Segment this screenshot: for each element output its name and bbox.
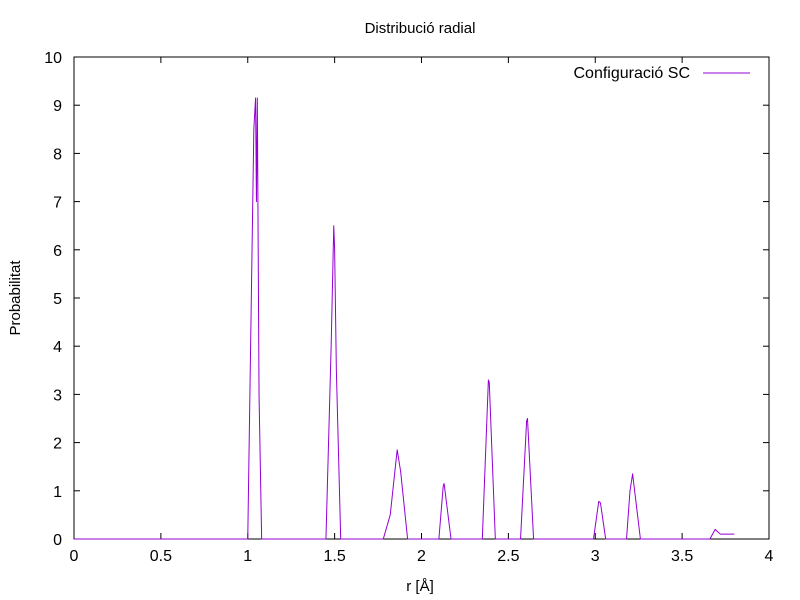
- x-tick-label: 2.5: [497, 548, 519, 565]
- chart-title: Distribució radial: [365, 20, 476, 37]
- x-tick-label: 1: [243, 548, 252, 565]
- plot-area-border: [73, 56, 770, 540]
- legend: Configuració SC: [574, 65, 750, 82]
- y-tick-label: 5: [53, 291, 62, 308]
- x-tick-label: 0.5: [150, 548, 172, 565]
- y-axis-label: Probabilitat: [7, 260, 24, 336]
- y-tick-label: 3: [53, 387, 62, 404]
- y-tick-label: 7: [53, 195, 62, 212]
- x-tick-label: 0: [70, 548, 79, 565]
- y-tick-label: 0: [53, 532, 62, 549]
- y-tick-label: 9: [53, 98, 62, 115]
- x-axis: 0 0.5 1 1.5 2 2.5 3 3.5 4: [70, 57, 774, 565]
- y-tick-label: 6: [53, 243, 62, 260]
- y-tick-label: 8: [53, 146, 62, 163]
- y-axis: 0 1 2 3 4 5 6 7 8 9 10: [44, 50, 769, 549]
- x-tick-label: 3: [591, 548, 600, 565]
- series-layer: [74, 97, 735, 540]
- legend-label: Configuració SC: [574, 65, 691, 82]
- x-tick-label: 4: [765, 548, 774, 565]
- x-tick-label: 2: [417, 548, 426, 565]
- x-axis-label: r [Å]: [406, 578, 434, 595]
- series-line: [74, 97, 735, 540]
- x-tick-label: 1.5: [324, 548, 346, 565]
- y-tick-label: 2: [53, 436, 62, 453]
- y-tick-label: 1: [53, 484, 62, 501]
- y-tick-label: 10: [44, 50, 62, 67]
- y-tick-label: 4: [53, 339, 62, 356]
- x-tick-label: 3.5: [671, 548, 693, 565]
